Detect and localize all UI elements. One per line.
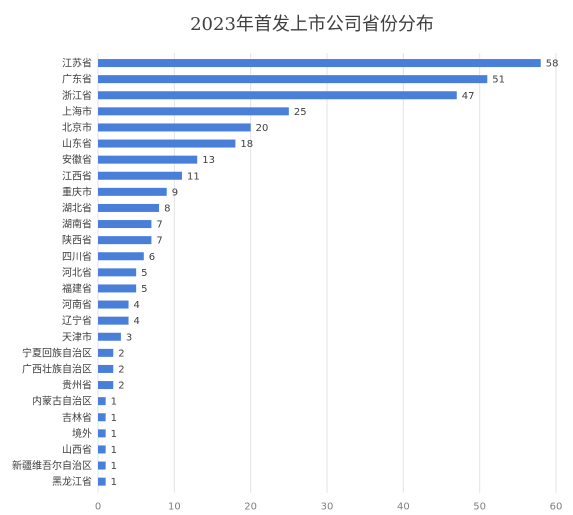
value-label: 8 (164, 203, 170, 214)
x-tick-label: 40 (397, 502, 410, 513)
value-label: 4 (134, 300, 140, 311)
x-axis-ticks: 0 10 20 30 40 50 60 (95, 502, 563, 513)
value-label: 1 (111, 413, 117, 424)
value-label: 6 (149, 252, 155, 263)
bar (98, 155, 198, 164)
bar (98, 107, 289, 116)
value-label: 1 (111, 461, 117, 472)
category-labels: 江苏省广东省浙江省上海市北京市山东省安徽省江西省重庆市湖北省湖南省陕西省四川省河… (12, 57, 92, 489)
value-label: 11 (187, 171, 200, 182)
category-label: 河北省 (62, 266, 92, 279)
category-label: 新疆维吾尔自治区 (12, 459, 92, 472)
value-label: 5 (141, 268, 147, 279)
bar (98, 300, 129, 309)
category-label: 福建省 (62, 282, 92, 295)
value-label: 1 (111, 429, 117, 440)
category-label: 河南省 (62, 298, 92, 311)
category-label: 重庆市 (62, 185, 92, 198)
x-tick-label: 30 (321, 502, 334, 513)
value-label: 51 (492, 75, 505, 86)
category-label: 天津市 (62, 330, 92, 343)
x-tick-label: 0 (95, 502, 101, 513)
bar (98, 252, 144, 261)
value-label: 2 (118, 381, 124, 392)
bar (98, 171, 182, 180)
category-label: 广东省 (62, 73, 92, 86)
category-label: 安徽省 (62, 153, 92, 166)
category-label: 陕西省 (62, 234, 92, 247)
value-label: 7 (156, 220, 162, 231)
bar (98, 187, 167, 196)
value-label: 20 (256, 123, 269, 134)
category-label: 江西省 (62, 169, 92, 182)
x-tick-label: 50 (473, 502, 486, 513)
category-label: 北京市 (62, 121, 92, 134)
category-label: 湖北省 (62, 201, 92, 214)
bar (98, 316, 129, 325)
x-tick-label: 20 (244, 502, 257, 513)
bar (98, 236, 152, 245)
bars (98, 59, 541, 486)
category-label: 四川省 (62, 250, 92, 263)
category-label: 辽宁省 (62, 314, 92, 327)
category-label: 上海市 (62, 105, 92, 118)
category-label: 黑龙江省 (52, 475, 92, 488)
bar (98, 203, 160, 212)
bar (98, 220, 152, 229)
x-tick-label: 60 (550, 502, 563, 513)
value-label: 2 (118, 364, 124, 375)
value-label: 3 (126, 332, 132, 343)
category-label: 宁夏回族自治区 (22, 346, 92, 359)
bar (98, 429, 106, 438)
value-label: 7 (156, 236, 162, 247)
value-label: 2 (118, 348, 124, 359)
value-label: 1 (111, 477, 117, 488)
category-label: 山西省 (62, 443, 92, 456)
category-label: 山东省 (62, 137, 92, 150)
category-label: 广西壮族自治区 (22, 362, 92, 375)
bar (98, 139, 236, 148)
category-label: 境外 (72, 427, 92, 440)
value-label: 18 (240, 139, 253, 150)
gridlines (97, 53, 557, 493)
bar (98, 413, 106, 422)
value-label: 4 (134, 316, 140, 327)
value-label: 13 (202, 155, 215, 166)
bar (98, 445, 106, 454)
bar (98, 397, 106, 406)
bar (98, 381, 114, 390)
category-label: 湖南省 (62, 218, 92, 231)
value-label: 5 (141, 284, 147, 295)
value-label: 1 (111, 397, 117, 408)
bar (98, 477, 106, 486)
chart-title: 2023年首发上市公司省份分布 (190, 14, 434, 35)
category-label: 贵州省 (62, 379, 92, 392)
bar (98, 284, 137, 293)
bar (98, 461, 106, 470)
category-label: 内蒙古自治区 (32, 395, 92, 408)
x-tick-label: 10 (168, 502, 181, 513)
value-label: 47 (462, 91, 475, 102)
value-label: 25 (294, 107, 307, 118)
bar (98, 332, 121, 341)
bar (98, 348, 114, 357)
bar (98, 75, 488, 84)
category-label: 吉林省 (62, 411, 92, 424)
bar (98, 268, 137, 277)
category-label: 浙江省 (62, 89, 92, 102)
value-label: 9 (172, 187, 178, 198)
bar (98, 91, 457, 100)
category-label: 江苏省 (62, 57, 92, 70)
bar (98, 59, 541, 68)
value-label: 58 (546, 59, 559, 70)
bar (98, 123, 251, 132)
value-label: 1 (111, 445, 117, 456)
bar (98, 364, 114, 373)
